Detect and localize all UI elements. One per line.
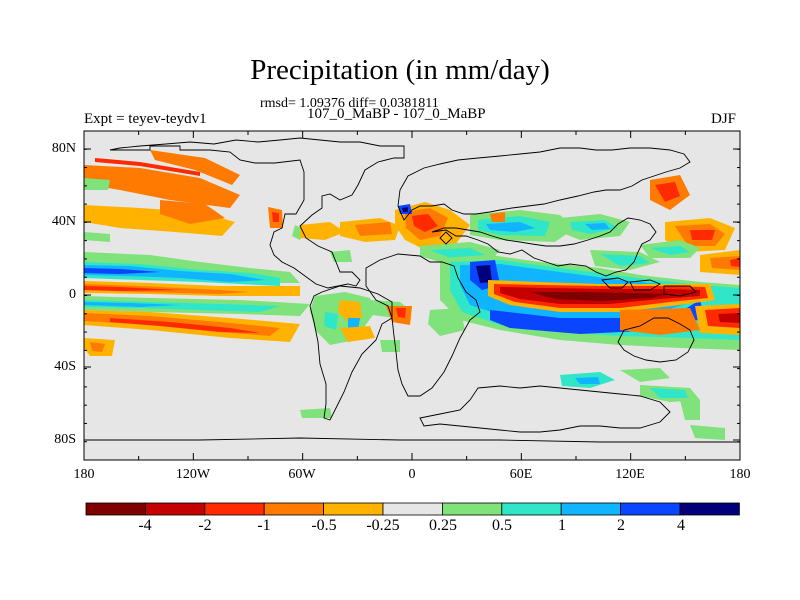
colorbar-label: -2 bbox=[198, 517, 212, 534]
colorbar-swatch bbox=[85, 502, 146, 516]
north-pacific-anomalies bbox=[84, 150, 305, 242]
colorbar-swatch bbox=[263, 502, 325, 516]
colorbar bbox=[85, 502, 740, 516]
indian-ocean-anomalies bbox=[440, 250, 740, 350]
experiment-label: Expt = teyev-teydv1 bbox=[84, 111, 207, 127]
colorbar-swatch bbox=[323, 502, 384, 516]
lat-tick-label: 0 bbox=[69, 287, 76, 302]
colorbar-label: -0.5 bbox=[311, 517, 337, 534]
colorbar-label: -1 bbox=[257, 517, 271, 534]
lon-tick-label: 60E bbox=[509, 467, 533, 482]
tropical-pacific-anomalies bbox=[84, 252, 310, 356]
lat-tick-label: 80S bbox=[54, 432, 76, 447]
lon-tick-label: 180 bbox=[73, 467, 95, 482]
colorbar-swatch bbox=[560, 502, 622, 516]
axis-ticks bbox=[83, 130, 741, 461]
season-label: DJF bbox=[711, 111, 737, 127]
colorbar-label: 0.5 bbox=[492, 517, 512, 534]
colorbar-label: -0.25 bbox=[366, 517, 400, 534]
western-pacific-anomalies bbox=[640, 175, 735, 258]
eurasia-anomalies bbox=[340, 202, 660, 270]
colorbar-swatch bbox=[620, 502, 681, 516]
map-area bbox=[84, 131, 740, 460]
colorbar-swatch bbox=[382, 502, 443, 516]
colorbar-swatch bbox=[204, 502, 265, 516]
lon-tick-label: 0 bbox=[408, 467, 416, 482]
coastlines bbox=[84, 137, 740, 443]
lon-tick-label: 180 bbox=[729, 467, 751, 482]
colorbar-label: 2 bbox=[617, 517, 625, 534]
lon-tick-label: 120W bbox=[175, 467, 211, 482]
lon-tick-label: 60W bbox=[288, 467, 316, 482]
figure-subtitle: 107_0_MaBP - 107_0_MaBP bbox=[307, 106, 486, 122]
lon-tick-label: 120E bbox=[615, 467, 645, 482]
colorbar-label: -4 bbox=[138, 517, 152, 534]
lat-tick-label: 40S bbox=[54, 359, 76, 374]
stats-line: rmsd= 1.09376 diff= 0.0381811 bbox=[260, 96, 439, 111]
colorbar-label: 4 bbox=[677, 517, 685, 534]
lat-tick-label: 80N bbox=[51, 141, 76, 156]
colorbar-swatch bbox=[501, 502, 562, 516]
colorbar-label: 0.25 bbox=[429, 517, 457, 534]
colorbar-label: 1 bbox=[558, 517, 566, 534]
figure-title: Precipitation (in mm/day) bbox=[250, 54, 550, 86]
colorbar-swatch bbox=[441, 502, 503, 516]
colorbar-swatch bbox=[144, 502, 206, 516]
southern-anomalies bbox=[300, 308, 725, 440]
lat-tick-label: 40N bbox=[51, 214, 76, 229]
colorbar-swatch bbox=[679, 502, 740, 516]
